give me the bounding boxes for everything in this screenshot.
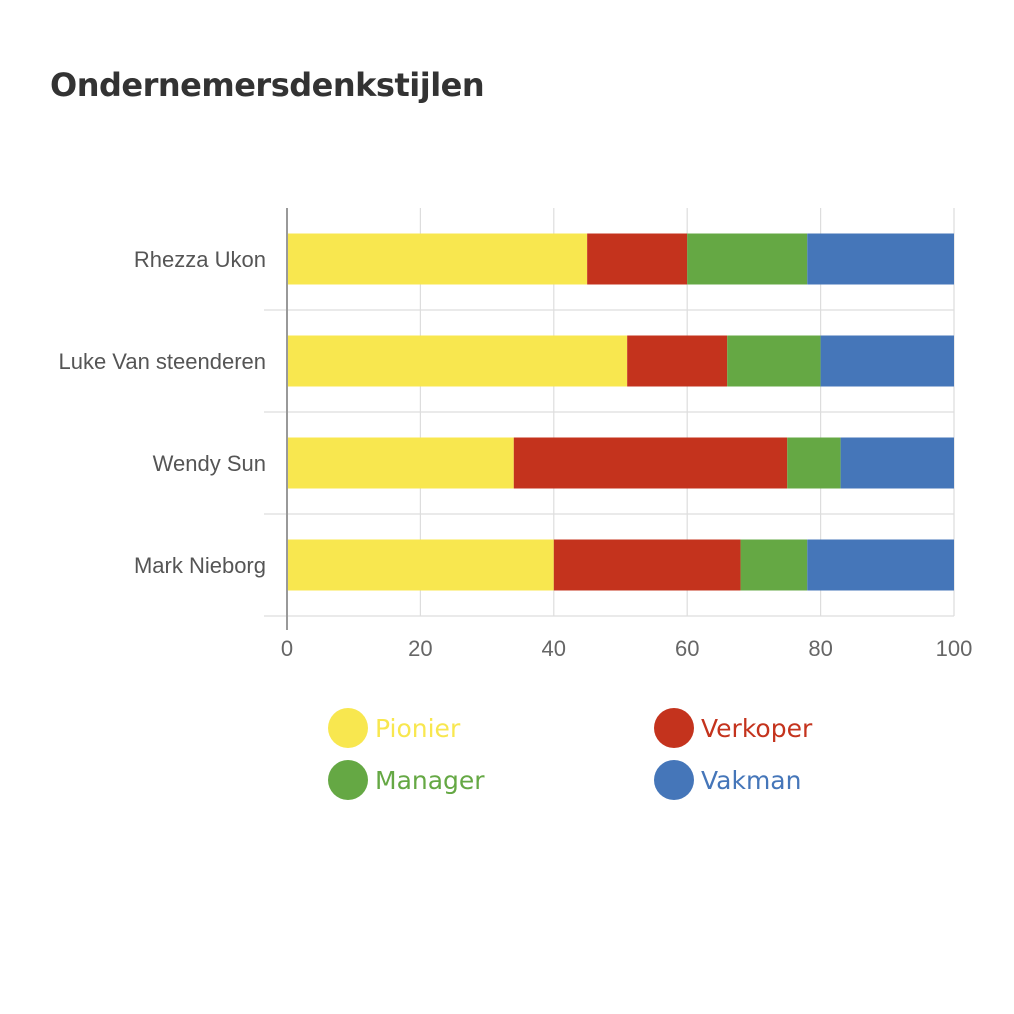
legend-swatch bbox=[654, 760, 694, 800]
legend-item-pionier[interactable]: Pionier bbox=[328, 708, 654, 748]
bar-manager-0 bbox=[687, 233, 808, 285]
category-label: Wendy Sun bbox=[153, 451, 266, 476]
x-tick-label: 20 bbox=[408, 636, 432, 661]
legend-item-vakman[interactable]: Vakman bbox=[654, 760, 884, 800]
legend-item-verkoper[interactable]: Verkoper bbox=[654, 708, 884, 748]
bar-verkoper-3 bbox=[553, 539, 741, 591]
axis-labels: Rhezza Ukon Luke Van steenderen Wendy Sun M… bbox=[58, 247, 972, 661]
bar-verkoper-2 bbox=[513, 437, 788, 489]
legend-label: Pionier bbox=[375, 713, 461, 743]
legend: Pionier Verkoper Manager Vakman bbox=[328, 708, 888, 800]
bar-pionier-0 bbox=[287, 233, 588, 285]
x-tick-label: 100 bbox=[936, 636, 973, 661]
category-label: Mark Nieborg bbox=[134, 553, 266, 578]
bars bbox=[287, 233, 954, 591]
legend-label: Verkoper bbox=[701, 713, 813, 743]
chart-title: Ondernemersdenkstijlen bbox=[50, 66, 485, 104]
legend-label: Vakman bbox=[701, 765, 802, 795]
bar-pionier-2 bbox=[287, 437, 514, 489]
legend-label: Manager bbox=[375, 765, 485, 795]
bar-verkoper-1 bbox=[627, 335, 728, 387]
x-tick-label: 40 bbox=[542, 636, 566, 661]
bar-vakman-1 bbox=[820, 335, 954, 387]
bar-manager-1 bbox=[727, 335, 821, 387]
legend-swatch bbox=[654, 708, 694, 748]
category-label: Rhezza Ukon bbox=[134, 247, 266, 272]
x-tick-label: 60 bbox=[675, 636, 699, 661]
bar-pionier-1 bbox=[287, 335, 628, 387]
bar-vakman-0 bbox=[807, 233, 954, 285]
category-label: Luke Van steenderen bbox=[58, 349, 266, 374]
legend-swatch bbox=[328, 708, 368, 748]
x-tick-label: 80 bbox=[808, 636, 832, 661]
bar-manager-2 bbox=[787, 437, 841, 489]
bar-manager-3 bbox=[740, 539, 808, 591]
bar-verkoper-0 bbox=[587, 233, 688, 285]
x-tick-label: 0 bbox=[281, 636, 293, 661]
legend-item-manager[interactable]: Manager bbox=[328, 760, 654, 800]
bar-vakman-3 bbox=[807, 539, 954, 591]
bar-pionier-3 bbox=[287, 539, 554, 591]
legend-swatch bbox=[328, 760, 368, 800]
chart-plot: Rhezza Ukon Luke Van steenderen Wendy Sun M… bbox=[58, 208, 972, 661]
bar-vakman-2 bbox=[840, 437, 954, 489]
